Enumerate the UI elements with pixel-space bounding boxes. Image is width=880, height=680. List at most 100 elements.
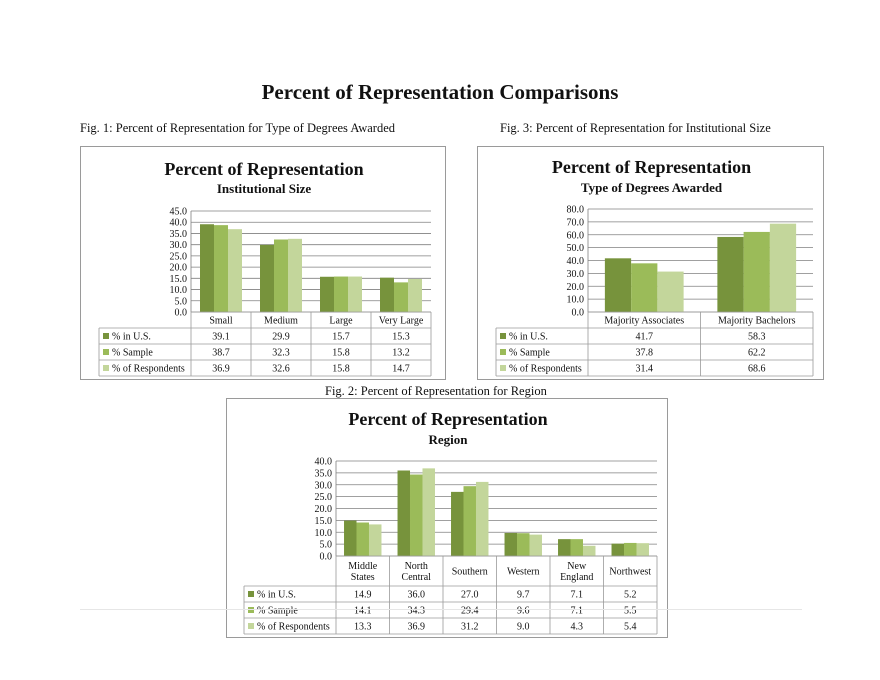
y-tick-label: 5.0: [320, 540, 333, 551]
bar: [288, 238, 302, 312]
data-table-value: 38.7: [212, 348, 230, 359]
data-table-value: 41.7: [636, 332, 654, 343]
bar: [334, 276, 348, 312]
legend-key: [500, 333, 506, 339]
series-name: % Sample: [257, 606, 298, 617]
y-tick-label: 40.0: [170, 218, 188, 229]
category-label: States: [351, 572, 375, 583]
data-table-value: 15.7: [332, 332, 350, 343]
data-table-value: 58.3: [748, 332, 766, 343]
y-tick-label: 25.0: [170, 251, 188, 262]
y-tick-label: 40.0: [315, 457, 333, 468]
data-table-value: 9.0: [517, 622, 530, 633]
chart-subtitle: Type of Degrees Awarded: [581, 180, 723, 195]
data-table-value: 14.9: [354, 590, 372, 601]
bar: [463, 486, 476, 556]
y-tick-label: 60.0: [567, 230, 585, 241]
category-label: England: [560, 572, 593, 583]
bar: [604, 258, 632, 312]
data-table-value: 13.3: [354, 622, 372, 633]
bar: [717, 236, 744, 312]
bar: [214, 225, 228, 312]
category-label: Majority Associates: [604, 316, 684, 327]
bar: [570, 539, 583, 556]
y-tick-label: 10.0: [170, 285, 188, 296]
series-name: % of Respondents: [112, 364, 185, 375]
data-table-value: 39.1: [212, 332, 230, 343]
legend-key: [103, 333, 109, 339]
bar: [422, 468, 435, 556]
data-table-value: 36.9: [212, 364, 230, 375]
series-name: % Sample: [112, 348, 153, 359]
category-label: Medium: [264, 316, 298, 327]
series-name: % Sample: [509, 348, 550, 359]
bar: [529, 534, 542, 556]
data-table-value: 7.1: [571, 590, 584, 601]
chart-panel-institutional-size: Percent of Representation Institutional S…: [80, 146, 446, 380]
series-name: % of Respondents: [257, 622, 330, 633]
legend-key: [248, 607, 254, 613]
data-table-value: 9.6: [517, 606, 530, 617]
bar: [380, 277, 394, 312]
bar: [582, 545, 596, 556]
data-table-value: 29.4: [461, 606, 479, 617]
data-table-value: 27.0: [461, 590, 479, 601]
region-chart: Percent of Representation Region 0.05.010.…: [243, 409, 658, 635]
category-label: New: [567, 561, 587, 572]
y-tick-label: 15.0: [315, 516, 333, 527]
legend-key: [103, 349, 109, 355]
data-table-value: 36.9: [408, 622, 426, 633]
bar: [368, 524, 382, 556]
series-name: % of Respondents: [509, 364, 582, 375]
page-divider: [80, 609, 802, 610]
bar: [320, 276, 334, 312]
chart-subtitle: Institutional Size: [217, 181, 311, 196]
bar: [200, 224, 214, 312]
chart-title: Percent of Representation: [552, 157, 751, 177]
bar: [344, 520, 357, 556]
y-tick-label: 80.0: [567, 205, 585, 216]
data-table-value: 15.3: [392, 332, 410, 343]
degrees-awarded-chart: Percent of Representation Type of Degrees…: [495, 157, 814, 377]
category-label: Southern: [452, 567, 488, 578]
y-tick-label: 15.0: [170, 274, 188, 285]
category-label: Large: [329, 316, 353, 327]
category-label: Western: [507, 567, 540, 578]
bar: [397, 470, 411, 556]
y-tick-label: 30.0: [567, 269, 585, 280]
legend-key: [103, 365, 109, 371]
bar: [408, 279, 422, 312]
y-tick-label: 0.0: [175, 308, 188, 319]
data-table-value: 15.8: [332, 364, 350, 375]
y-tick-label: 20.0: [567, 282, 585, 293]
data-table-value: 9.7: [517, 590, 530, 601]
bar: [624, 542, 637, 556]
y-tick-label: 20.0: [170, 263, 188, 274]
data-table-value: 14.7: [392, 364, 410, 375]
fig3-caption: Fig. 3: Percent of Representation for In…: [500, 121, 771, 135]
bar: [657, 271, 684, 312]
legend-key: [248, 591, 254, 597]
chart-panel-degrees-awarded: Percent of Representation Type of Degrees…: [477, 146, 824, 380]
data-table-value: 7.1: [571, 606, 584, 617]
data-table-value: 68.6: [748, 364, 766, 375]
category-label: Majority Bachelors: [718, 316, 796, 327]
y-tick-label: 0.0: [572, 308, 585, 319]
series-name: % in U.S.: [112, 332, 151, 343]
bar: [611, 543, 625, 556]
y-tick-label: 40.0: [567, 256, 585, 267]
chart-title: Percent of Representation: [164, 159, 363, 179]
data-table-value: 5.5: [624, 606, 637, 617]
bar: [769, 223, 797, 312]
bar: [504, 532, 518, 556]
legend-key: [500, 365, 506, 371]
data-table-value: 14.1: [354, 606, 372, 617]
chart-title: Percent of Representation: [348, 409, 547, 429]
y-tick-label: 0.0: [320, 552, 333, 563]
fig2-caption: Fig. 2: Percent of Representation for Re…: [325, 384, 547, 398]
bar: [743, 231, 770, 312]
bar: [517, 533, 530, 556]
bar: [356, 522, 369, 556]
bar: [558, 539, 571, 556]
legend-key: [248, 623, 254, 629]
